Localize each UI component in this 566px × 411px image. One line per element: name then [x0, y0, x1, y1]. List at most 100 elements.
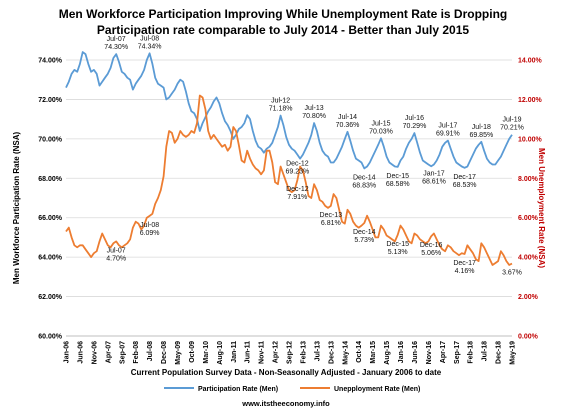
annotation-value: 5.73%	[354, 237, 374, 244]
left-tick-label: 66.00%	[38, 215, 63, 222]
x-tick-label: Jan-11	[231, 341, 238, 363]
left-axis-ticks: 60.00% 62.00% 64.00% 66.00% 68.00% 70.00% 72.0…	[38, 58, 63, 341]
y-axis-left-title: Men Workforce Participation Rate (NSA)	[12, 132, 21, 285]
annotation-value: 69.85%	[469, 132, 493, 139]
annotation-value: 5.13%	[388, 249, 408, 256]
annotation-value: 71.18%	[269, 106, 293, 113]
annotation-date: Dec-12	[286, 186, 309, 193]
annotation-date: Jul-08	[140, 35, 159, 42]
annotation-value: 70.29%	[403, 123, 427, 130]
annotation-value: 6.09%	[140, 230, 160, 237]
annotation-date: Jul-18	[472, 124, 491, 131]
x-axis-title: Current Population Survey Data - Non-Sea…	[131, 368, 442, 377]
x-tick-label: Jun-11	[245, 341, 252, 363]
source-label: www.itstheeconomy.info	[241, 399, 330, 408]
annotation-date: Jul-16	[405, 115, 424, 122]
annotation-date: Dec-16	[420, 242, 443, 249]
annotation-value: 70.21%	[500, 125, 524, 132]
participation-line	[65, 51, 513, 170]
grid-lines	[66, 59, 512, 337]
x-tick-label: Mar-15	[370, 341, 377, 364]
chart-title: Men Workforce Participation Improving Wh…	[59, 7, 508, 21]
x-tick-label: Oct-14	[356, 341, 363, 363]
x-tick-label: Aug-15	[384, 341, 391, 365]
annotation-value: 7.91%	[287, 194, 307, 201]
annotation-date: Dec-13	[320, 212, 343, 219]
legend-label-participation: Participation Rate (Men)	[198, 386, 278, 393]
x-tick-label: Apr-07	[105, 341, 112, 363]
x-tick-label: Nov-11	[259, 341, 266, 364]
annotation-value: 70.03%	[369, 128, 393, 135]
annotation-date: Jul-08	[140, 222, 159, 229]
annotation-value: 6.81%	[321, 220, 341, 227]
left-tick-label: 64.00%	[38, 255, 63, 262]
right-axis-ticks: 0.00% 2.00% 4.00% 6.00% 8.00% 10.00% 12.00% 14.…	[518, 58, 543, 341]
annotation-date: Dec-12	[286, 161, 309, 168]
x-tick-label: Sep-07	[119, 341, 126, 364]
right-tick-label: 8.00%	[518, 176, 539, 183]
annotation-date: Jul-07	[107, 36, 126, 43]
x-tick-label: Jun-06	[77, 341, 84, 364]
series-lines	[65, 51, 513, 266]
right-tick-label: 0.00%	[518, 334, 539, 341]
annotation-date: Jul-13	[305, 105, 324, 112]
x-tick-label: May-09	[175, 341, 182, 365]
right-tick-label: 4.00%	[518, 255, 539, 262]
right-tick-label: 10.00%	[518, 136, 543, 143]
x-tick-label: May-19	[510, 341, 517, 365]
x-tick-label: May-14	[342, 341, 349, 365]
annotation-date: Dec-14	[353, 174, 376, 181]
right-tick-label: 12.00%	[518, 97, 543, 104]
chart-subtitle: Participation rate comparable to July 20…	[97, 23, 469, 37]
annotation-date: Dec-14	[353, 229, 376, 236]
annotation-date: Dec-15	[386, 173, 409, 180]
annotation-value: 68.83%	[352, 182, 376, 189]
annotation-value: 68.58%	[386, 181, 410, 188]
annotation-value: 4.16%	[455, 268, 475, 275]
x-tick-label: Jan-06	[64, 341, 71, 363]
x-tick-label: Jul-13	[314, 341, 321, 361]
annotation-date: Dec-17	[453, 174, 476, 181]
left-tick-label: 70.00%	[38, 136, 63, 143]
annotation-value: 68.53%	[453, 182, 477, 189]
x-tick-label: Jul-08	[147, 341, 154, 361]
left-tick-label: 62.00%	[38, 294, 63, 301]
x-tick-label: Apr-12	[273, 341, 280, 363]
x-tick-label: Jul-18	[482, 341, 489, 361]
annotation-value: 70.80%	[302, 113, 326, 120]
x-tick-label: Jan-16	[398, 341, 405, 363]
x-tick-label: Dec-13	[328, 341, 335, 364]
annotation-date: Jul-14	[338, 114, 357, 121]
x-tick-label: Nov-06	[91, 341, 98, 364]
x-tick-label: Feb-08	[133, 341, 140, 364]
x-tick-label: Feb-18	[468, 341, 475, 364]
annotation-value: 69.23%	[285, 169, 309, 176]
x-axis-ticks: Jan-06 Jun-06 Nov-06 Apr-07 Sep-07 Feb-08 Jul-…	[64, 341, 517, 365]
x-tick-label: Jun-16	[412, 341, 419, 364]
annotation-date: Jan-17	[423, 170, 445, 177]
right-tick-label: 2.00%	[518, 294, 539, 301]
x-tick-label: Dec-18	[496, 341, 503, 364]
left-tick-label: 74.00%	[38, 58, 63, 65]
annotation-date: Dec-15	[386, 241, 409, 248]
annotation-date: Jul-17	[438, 123, 457, 130]
annotation-value: 68.61%	[422, 178, 446, 185]
x-tick-label: Feb-13	[300, 341, 307, 364]
annotation-value: 69.91%	[436, 131, 460, 138]
right-tick-label: 6.00%	[518, 215, 539, 222]
x-tick-label: Nov-16	[426, 341, 433, 364]
annotation-value: 5.06%	[421, 250, 441, 257]
x-tick-label: Mar-10	[203, 341, 210, 364]
left-tick-label: 60.00%	[38, 334, 63, 341]
annotation-date: Jul-07	[107, 247, 126, 254]
annotation-value: 74.34%	[138, 43, 162, 50]
x-tick-label: Apr-17	[440, 341, 447, 363]
left-tick-label: 68.00%	[38, 176, 63, 183]
x-tick-label: Oct-09	[189, 341, 196, 363]
annotation-value: 70.36%	[336, 122, 360, 129]
annotation-value: 3.67%	[502, 270, 522, 277]
x-tick-label: Sep-12	[287, 341, 294, 364]
annotation-date: Jul-12	[271, 98, 290, 105]
x-tick-label: Sep-17	[454, 341, 461, 364]
